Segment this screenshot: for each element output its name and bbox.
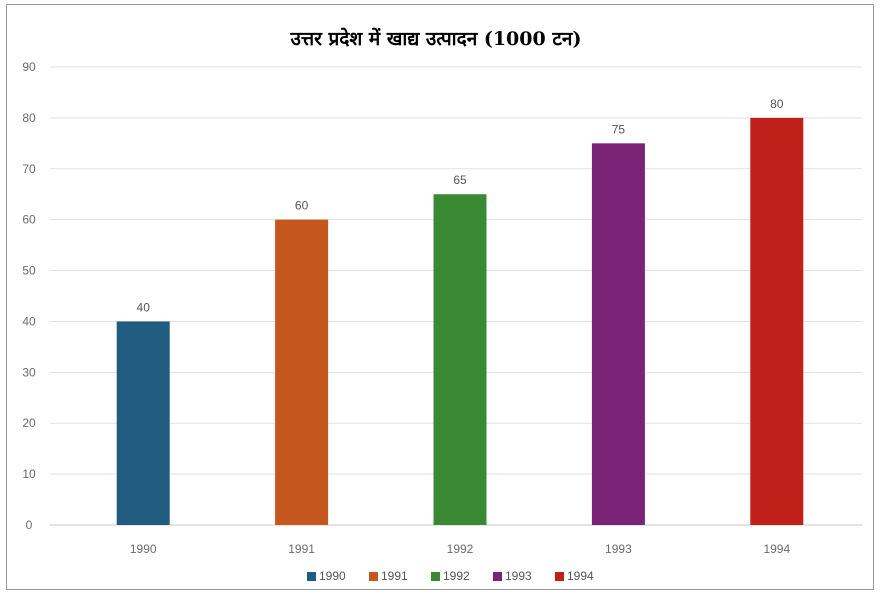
y-tick-label: 80 bbox=[22, 111, 36, 125]
y-tick-label: 60 bbox=[22, 213, 36, 227]
legend-swatch bbox=[369, 572, 378, 581]
legend-label: 1994 bbox=[567, 569, 594, 583]
legend-swatch bbox=[555, 572, 564, 581]
legend-swatch bbox=[431, 572, 440, 581]
data-label: 60 bbox=[295, 199, 309, 213]
y-tick-label: 0 bbox=[26, 518, 33, 532]
legend-label: 1993 bbox=[505, 569, 532, 583]
x-tick-label: 1994 bbox=[763, 542, 790, 556]
y-tick-label: 10 bbox=[22, 467, 36, 481]
y-tick-label: 70 bbox=[22, 162, 36, 176]
chart-title: उत्तर प्रदेश में खाद्य उत्पादन (1000 टन) bbox=[290, 27, 582, 50]
x-tick-label: 1992 bbox=[447, 542, 474, 556]
data-label: 75 bbox=[612, 122, 626, 136]
y-tick-label: 20 bbox=[22, 416, 36, 430]
bar-1993 bbox=[592, 143, 645, 525]
x-tick-label: 1990 bbox=[130, 542, 157, 556]
data-label: 40 bbox=[137, 300, 151, 314]
y-tick-label: 50 bbox=[22, 264, 36, 278]
x-tick-label: 1991 bbox=[288, 542, 315, 556]
y-tick-label: 90 bbox=[22, 60, 36, 74]
bar-1992 bbox=[434, 194, 487, 525]
legend-label: 1990 bbox=[319, 569, 346, 583]
legend-swatch bbox=[493, 572, 502, 581]
bar-1990 bbox=[117, 321, 170, 525]
data-label: 80 bbox=[770, 97, 784, 111]
y-tick-label: 40 bbox=[22, 314, 36, 328]
bars: 40 60 65 75 80 bbox=[117, 97, 804, 525]
y-axis: 0 10 20 30 40 50 60 70 80 90 bbox=[22, 60, 36, 532]
legend: 1990 1991 1992 1993 1994 bbox=[307, 569, 594, 583]
y-tick-label: 30 bbox=[22, 365, 36, 379]
legend-label: 1991 bbox=[381, 569, 408, 583]
x-axis: 1990 1991 1992 1993 1994 bbox=[130, 542, 791, 556]
bar-1994 bbox=[750, 118, 803, 525]
bar-1991 bbox=[275, 220, 328, 525]
x-tick-label: 1993 bbox=[605, 542, 632, 556]
legend-swatch bbox=[307, 572, 316, 581]
data-label: 65 bbox=[453, 173, 467, 187]
legend-label: 1992 bbox=[443, 569, 470, 583]
